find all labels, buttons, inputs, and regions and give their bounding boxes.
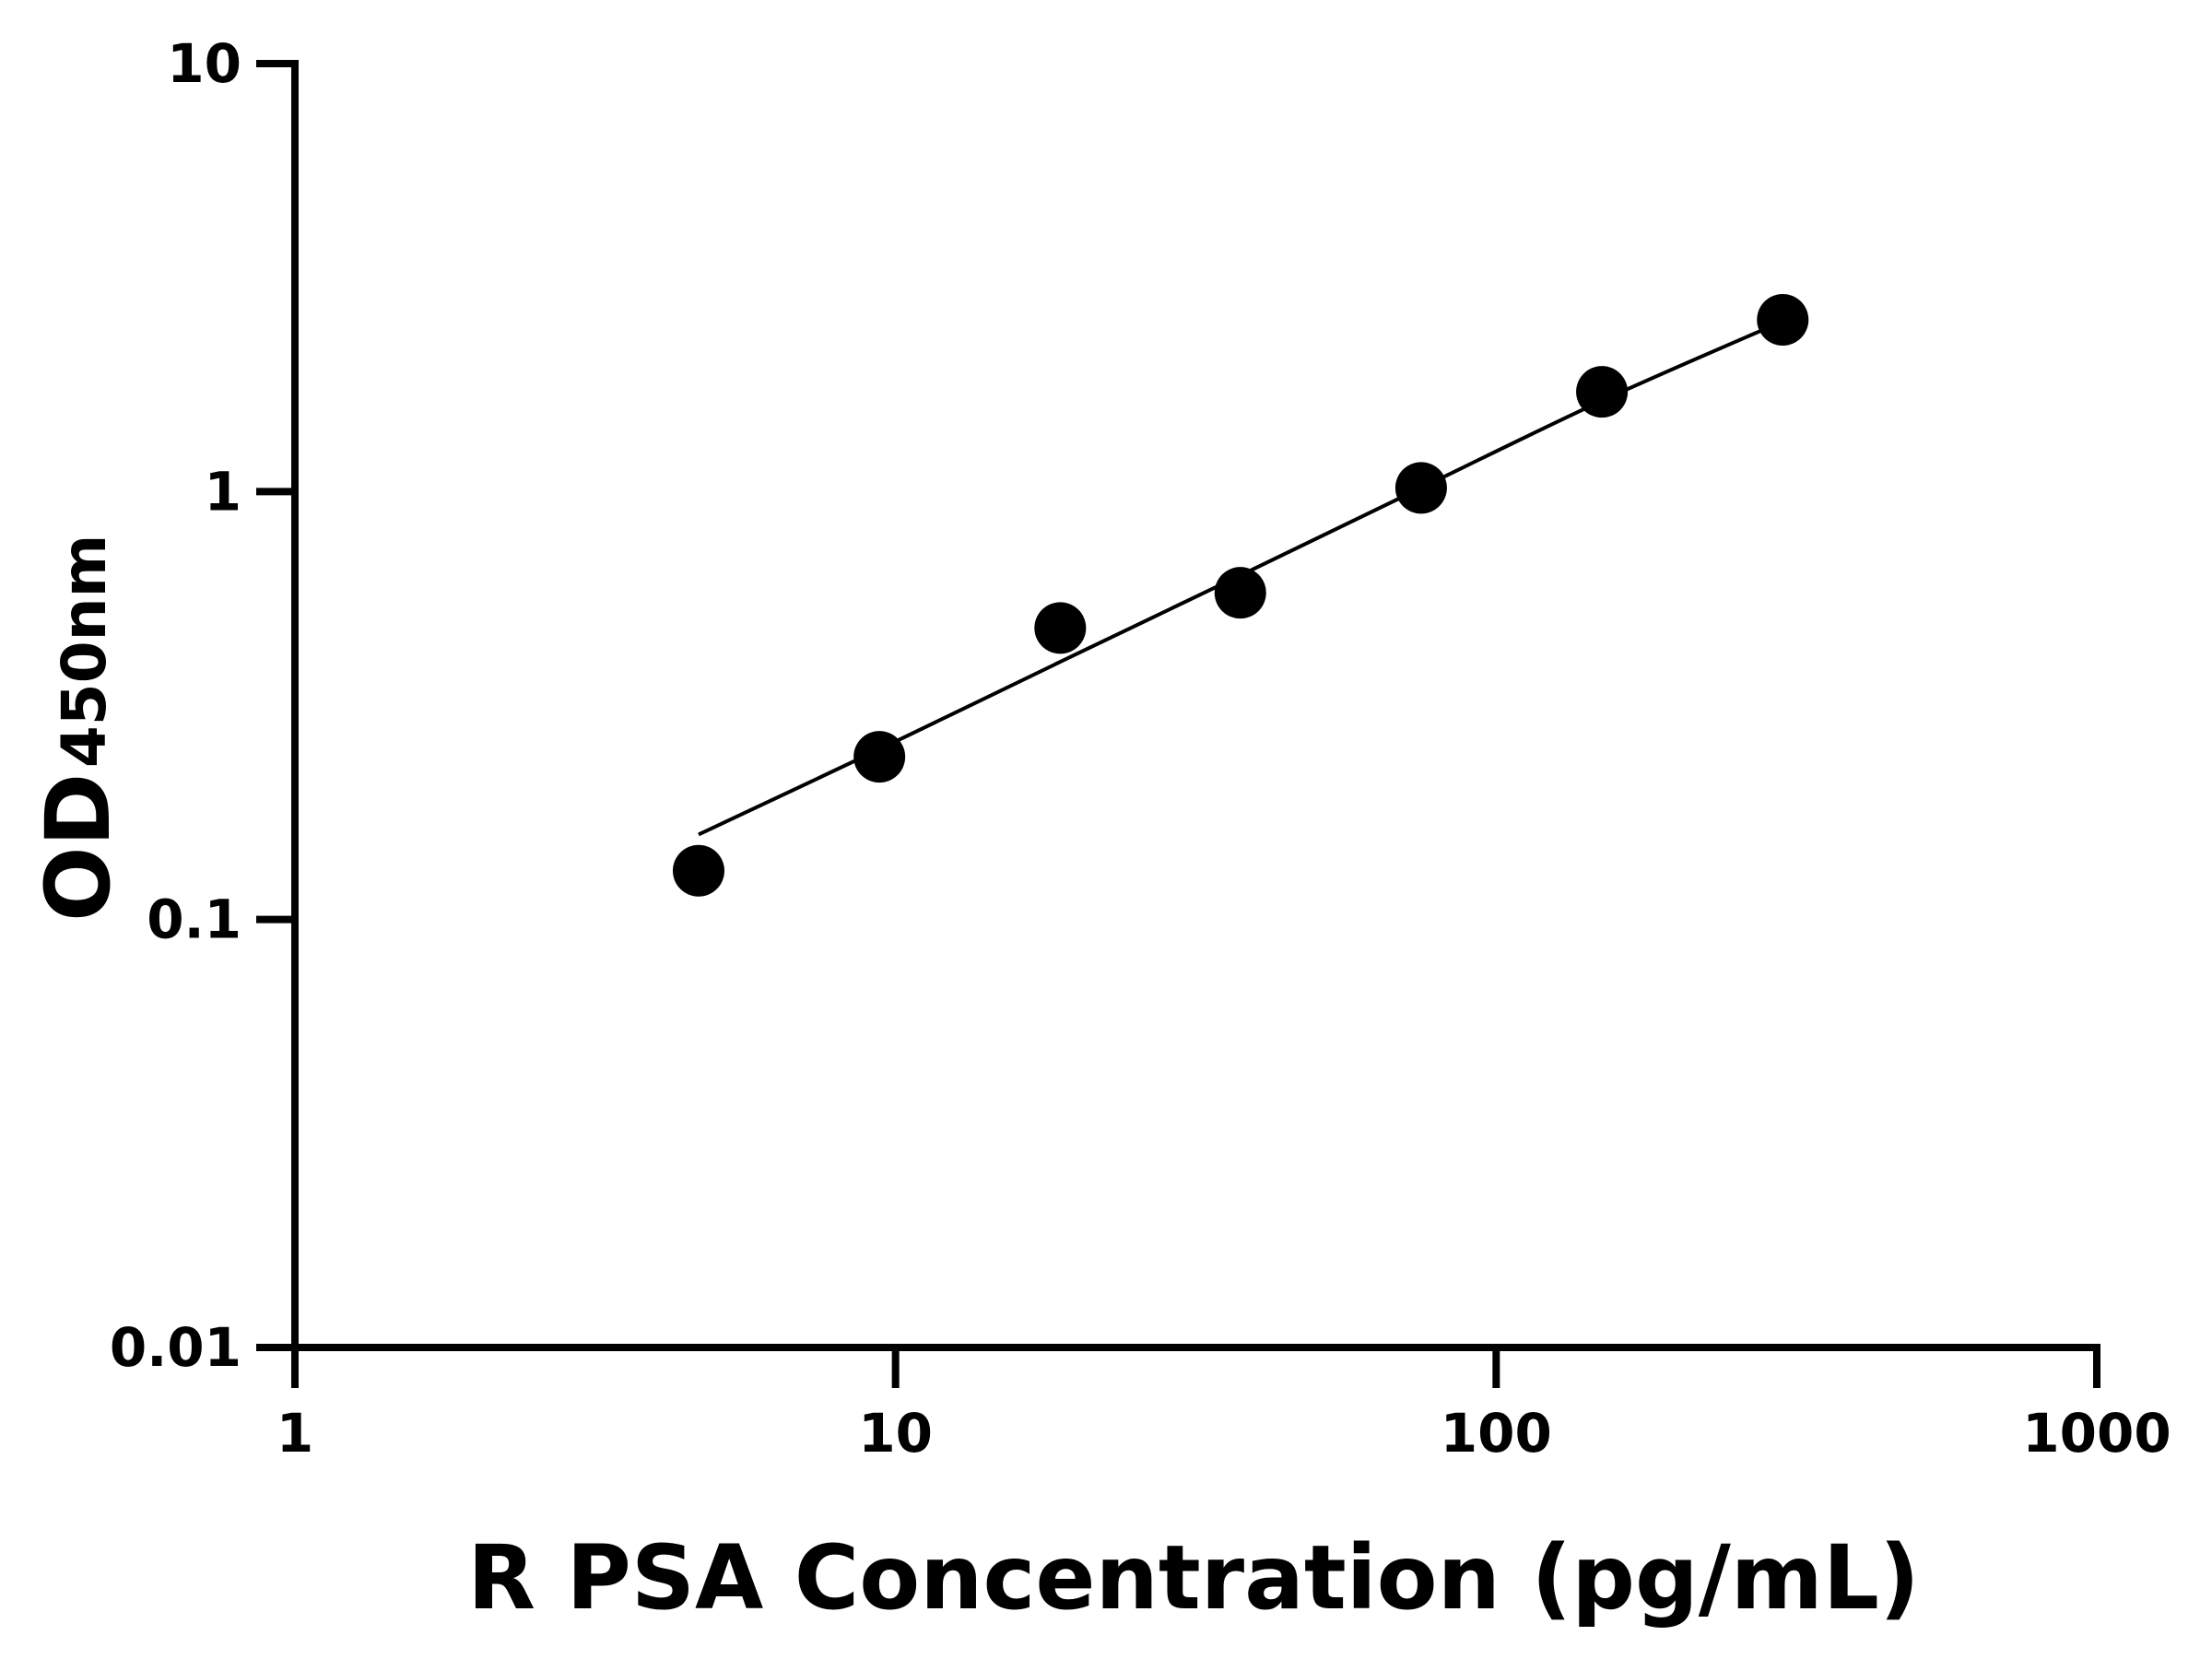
x-axis-title: R PSA Concentration (pg/mL) [467, 1526, 1920, 1630]
y-tick-label: 1 [205, 460, 241, 523]
y-axis-title-main: OD [27, 773, 130, 922]
data-point [672, 844, 724, 897]
y-axis-title-subscript: 450nm [49, 535, 120, 769]
data-points [672, 293, 1809, 897]
y-axis-ticks: 0.01 0.1 1 10 [110, 32, 295, 1379]
data-point [1214, 567, 1266, 619]
x-tick-label: 100 [1441, 1402, 1552, 1465]
data-point [853, 731, 906, 783]
data-point [1576, 366, 1629, 418]
data-point [1394, 462, 1447, 514]
data-point [1757, 293, 1809, 346]
x-tick-label: 1000 [2022, 1402, 2171, 1465]
y-tick-label: 0.1 [147, 888, 241, 951]
x-axis-ticks: 1 10 100 1000 [276, 1347, 2171, 1465]
axes [291, 60, 2100, 1351]
y-axis-title: OD 450nm [27, 535, 130, 922]
x-tick-label: 10 [858, 1402, 933, 1465]
data-point [1034, 602, 1087, 654]
y-tick-label: 0.01 [110, 1316, 241, 1379]
x-tick-label: 1 [276, 1402, 313, 1465]
y-tick-label: 10 [167, 32, 241, 95]
